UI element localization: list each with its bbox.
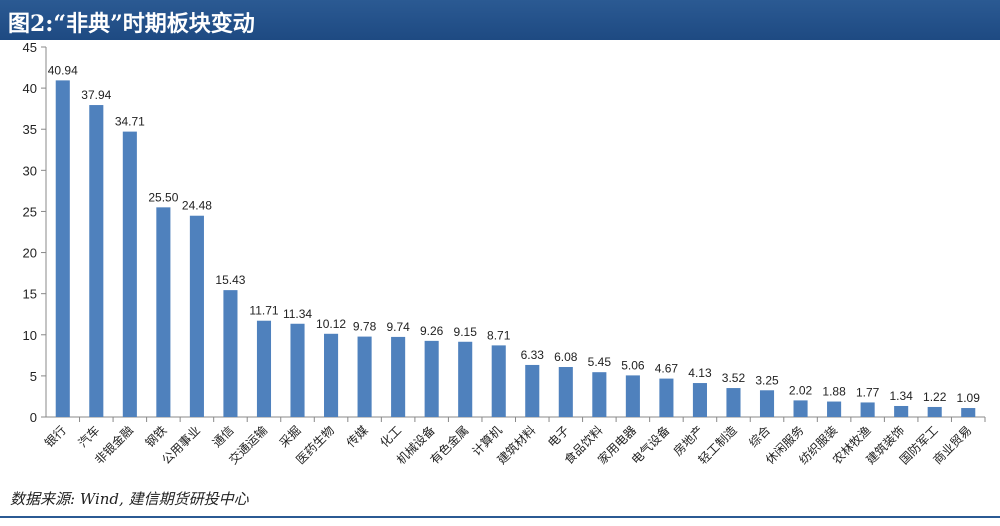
y-tick-label: 25 xyxy=(23,204,37,219)
category-label: 银行 xyxy=(42,423,69,450)
bar xyxy=(759,390,775,417)
bar xyxy=(525,364,540,417)
data-label: 4.13 xyxy=(688,366,712,380)
y-tick-label: 35 xyxy=(23,122,37,137)
bar xyxy=(793,400,808,417)
bar xyxy=(391,336,406,417)
data-label: 15.43 xyxy=(215,273,245,287)
category-label: 电子 xyxy=(545,423,572,450)
bar xyxy=(961,408,976,417)
bar xyxy=(55,80,70,418)
bar xyxy=(592,372,607,417)
bar xyxy=(827,401,842,417)
y-tick-label: 40 xyxy=(23,81,37,96)
category-label: 汽车 xyxy=(75,423,103,451)
data-label: 24.48 xyxy=(182,199,212,213)
bar xyxy=(156,207,171,417)
bar xyxy=(558,367,573,417)
bar xyxy=(625,375,640,417)
bar xyxy=(122,131,137,417)
y-tick-label: 15 xyxy=(23,287,37,302)
data-label: 1.77 xyxy=(856,385,880,399)
data-label: 6.08 xyxy=(554,350,578,364)
data-label: 10.12 xyxy=(316,317,346,331)
data-label: 9.26 xyxy=(420,324,444,338)
bar xyxy=(424,340,439,417)
data-label: 2.02 xyxy=(789,383,813,397)
y-tick-label: 45 xyxy=(23,40,37,55)
bar xyxy=(491,345,506,417)
bar-chart: 05101520253035404540.94银行37.94汽车34.71非银金… xyxy=(23,40,986,467)
bar xyxy=(189,215,204,417)
bar xyxy=(223,290,238,417)
category-label: 钢铁 xyxy=(143,423,170,450)
data-label: 11.34 xyxy=(283,307,312,321)
data-label: 9.74 xyxy=(386,320,410,334)
data-label: 1.09 xyxy=(957,391,981,405)
bar xyxy=(894,405,909,417)
bar xyxy=(256,320,272,417)
bar xyxy=(927,406,942,417)
category-label: 化工 xyxy=(377,423,404,450)
data-label: 11.71 xyxy=(249,304,278,318)
data-label: 40.94 xyxy=(48,63,78,77)
category-label: 综合 xyxy=(746,423,774,451)
category-label: 通信 xyxy=(210,423,237,450)
data-label: 4.67 xyxy=(655,362,679,376)
y-tick-label: 30 xyxy=(23,163,37,178)
bar xyxy=(726,388,741,417)
y-tick-label: 5 xyxy=(30,369,37,384)
data-label: 5.45 xyxy=(588,355,612,369)
bar xyxy=(659,378,674,417)
data-label: 6.33 xyxy=(521,348,545,362)
bar xyxy=(290,323,305,417)
page-title: 图2:“非典”时期板块变动 xyxy=(8,11,255,37)
bar xyxy=(357,336,372,417)
data-label: 1.88 xyxy=(822,385,846,399)
data-label: 3.25 xyxy=(755,373,779,387)
bar xyxy=(458,341,473,417)
data-label: 8.71 xyxy=(487,328,511,342)
footer-divider xyxy=(0,516,1000,518)
bar xyxy=(692,383,707,417)
y-tick-label: 20 xyxy=(23,246,37,261)
bar xyxy=(324,333,339,417)
data-source-note: 数据来源: Wind, 建信期货研投中心 xyxy=(10,490,249,508)
y-tick-label: 0 xyxy=(30,410,37,425)
title-bar: 图2:“非典”时期板块变动 xyxy=(0,0,1000,40)
data-label: 37.94 xyxy=(81,88,111,102)
y-tick-label: 10 xyxy=(23,328,37,343)
data-label: 1.22 xyxy=(923,390,947,404)
bar xyxy=(89,105,104,417)
data-label: 3.52 xyxy=(722,371,746,385)
bar xyxy=(860,402,875,417)
category-label: 传媒 xyxy=(343,423,371,451)
data-label: 9.15 xyxy=(454,325,478,339)
data-label: 9.78 xyxy=(353,320,377,334)
data-label: 5.06 xyxy=(621,358,645,372)
category-label: 采掘 xyxy=(276,423,304,451)
data-label: 34.71 xyxy=(115,115,145,129)
data-label: 25.50 xyxy=(148,190,178,204)
data-label: 1.34 xyxy=(889,389,913,403)
